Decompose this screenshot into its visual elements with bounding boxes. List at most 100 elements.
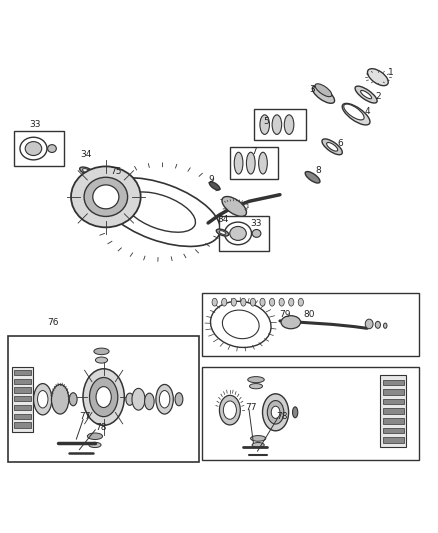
Ellipse shape <box>84 177 127 216</box>
Text: 9: 9 <box>209 175 215 184</box>
Ellipse shape <box>159 391 170 408</box>
Ellipse shape <box>89 377 118 417</box>
Bar <box>14 379 31 384</box>
Text: 3: 3 <box>310 85 315 94</box>
Ellipse shape <box>375 321 381 328</box>
Ellipse shape <box>222 197 247 216</box>
Text: 78: 78 <box>276 412 288 421</box>
Ellipse shape <box>125 192 195 232</box>
Text: 1: 1 <box>388 68 394 77</box>
Ellipse shape <box>322 139 343 155</box>
Ellipse shape <box>93 185 119 209</box>
Ellipse shape <box>344 104 364 120</box>
Ellipse shape <box>95 357 108 363</box>
Ellipse shape <box>260 298 265 306</box>
Ellipse shape <box>284 115 294 134</box>
Text: 76: 76 <box>47 318 59 327</box>
Ellipse shape <box>216 229 229 236</box>
Bar <box>383 399 403 405</box>
Ellipse shape <box>252 230 261 237</box>
Ellipse shape <box>25 142 42 156</box>
Ellipse shape <box>156 384 173 414</box>
Ellipse shape <box>212 298 217 306</box>
Ellipse shape <box>271 406 280 418</box>
Ellipse shape <box>365 319 373 329</box>
Ellipse shape <box>69 393 77 406</box>
Text: 6: 6 <box>337 139 343 148</box>
Ellipse shape <box>367 69 388 86</box>
Ellipse shape <box>51 384 69 414</box>
Bar <box>254 109 306 140</box>
Ellipse shape <box>223 401 237 419</box>
Ellipse shape <box>231 298 237 306</box>
Ellipse shape <box>225 222 251 245</box>
Ellipse shape <box>269 298 275 306</box>
Ellipse shape <box>305 172 320 183</box>
Ellipse shape <box>267 400 284 424</box>
Bar <box>219 215 269 251</box>
Ellipse shape <box>279 298 284 306</box>
Bar <box>383 408 403 414</box>
Text: 33: 33 <box>30 120 41 128</box>
Ellipse shape <box>234 152 243 174</box>
Text: 34: 34 <box>217 215 228 224</box>
Ellipse shape <box>355 86 377 103</box>
Bar <box>383 427 403 433</box>
Bar <box>14 414 31 419</box>
Ellipse shape <box>250 384 262 389</box>
Ellipse shape <box>223 310 259 338</box>
Ellipse shape <box>251 298 255 306</box>
Bar <box>14 370 31 375</box>
Ellipse shape <box>96 386 111 408</box>
Ellipse shape <box>34 384 52 415</box>
Ellipse shape <box>209 182 220 190</box>
Ellipse shape <box>327 142 338 151</box>
Bar <box>14 422 31 427</box>
Ellipse shape <box>126 393 134 405</box>
Ellipse shape <box>252 442 264 447</box>
Bar <box>14 131 64 166</box>
Ellipse shape <box>48 144 57 152</box>
Ellipse shape <box>89 442 101 448</box>
Ellipse shape <box>20 137 47 160</box>
Ellipse shape <box>293 407 298 418</box>
Ellipse shape <box>315 84 332 96</box>
Bar <box>14 387 31 393</box>
Bar <box>8 336 199 462</box>
Text: 34: 34 <box>81 150 92 159</box>
Bar <box>12 367 33 432</box>
Ellipse shape <box>219 395 240 425</box>
Bar <box>230 147 278 180</box>
Ellipse shape <box>94 348 109 354</box>
Ellipse shape <box>80 167 93 174</box>
Ellipse shape <box>132 389 145 410</box>
Ellipse shape <box>175 393 183 406</box>
Ellipse shape <box>312 86 335 103</box>
Ellipse shape <box>219 231 226 235</box>
Bar <box>14 396 31 401</box>
Ellipse shape <box>100 178 220 246</box>
Ellipse shape <box>262 394 289 431</box>
Ellipse shape <box>289 298 294 306</box>
Ellipse shape <box>211 301 271 348</box>
Text: 78: 78 <box>95 423 106 432</box>
Ellipse shape <box>360 91 371 99</box>
Ellipse shape <box>71 166 141 228</box>
Text: 7: 7 <box>251 147 257 156</box>
Text: 77: 77 <box>245 403 257 413</box>
Ellipse shape <box>342 103 370 125</box>
Text: 4: 4 <box>364 108 370 117</box>
Ellipse shape <box>108 177 117 182</box>
Ellipse shape <box>260 115 269 134</box>
Ellipse shape <box>230 227 246 240</box>
Ellipse shape <box>83 369 124 425</box>
Ellipse shape <box>272 115 282 134</box>
Ellipse shape <box>281 316 300 329</box>
Text: 2: 2 <box>375 92 381 101</box>
Ellipse shape <box>82 168 90 173</box>
Bar <box>383 389 403 395</box>
Ellipse shape <box>384 323 387 328</box>
Text: 8: 8 <box>315 166 321 175</box>
Ellipse shape <box>248 377 264 383</box>
Text: 80: 80 <box>303 310 314 319</box>
